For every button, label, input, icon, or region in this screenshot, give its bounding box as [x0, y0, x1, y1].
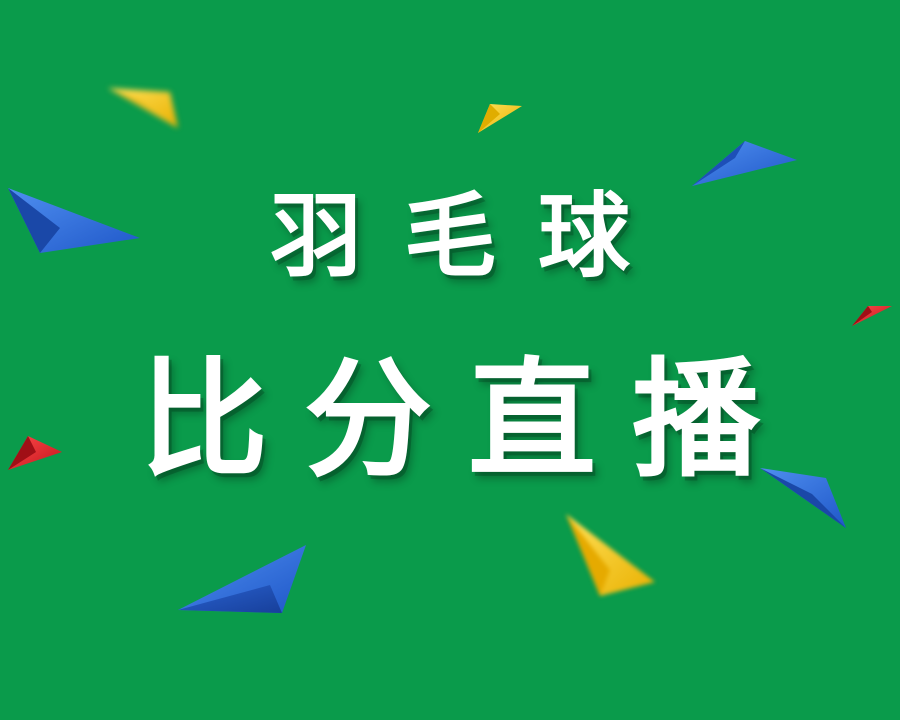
triangle-red-left — [8, 436, 62, 470]
title-badminton: 羽毛球 — [269, 182, 672, 290]
triangle-yellow-bottom — [566, 514, 655, 596]
triangle-red-right — [852, 306, 892, 326]
triangle-blue-right — [760, 468, 846, 528]
triangle-blue-left — [8, 188, 140, 253]
triangle-blue-bottom-left — [178, 545, 306, 613]
triangle-blue-top-right — [692, 141, 797, 186]
triangle-yellow-top-left — [108, 88, 178, 128]
triangle-yellow-top-center — [478, 104, 522, 133]
title-live-score: 比分直播 — [139, 345, 796, 495]
